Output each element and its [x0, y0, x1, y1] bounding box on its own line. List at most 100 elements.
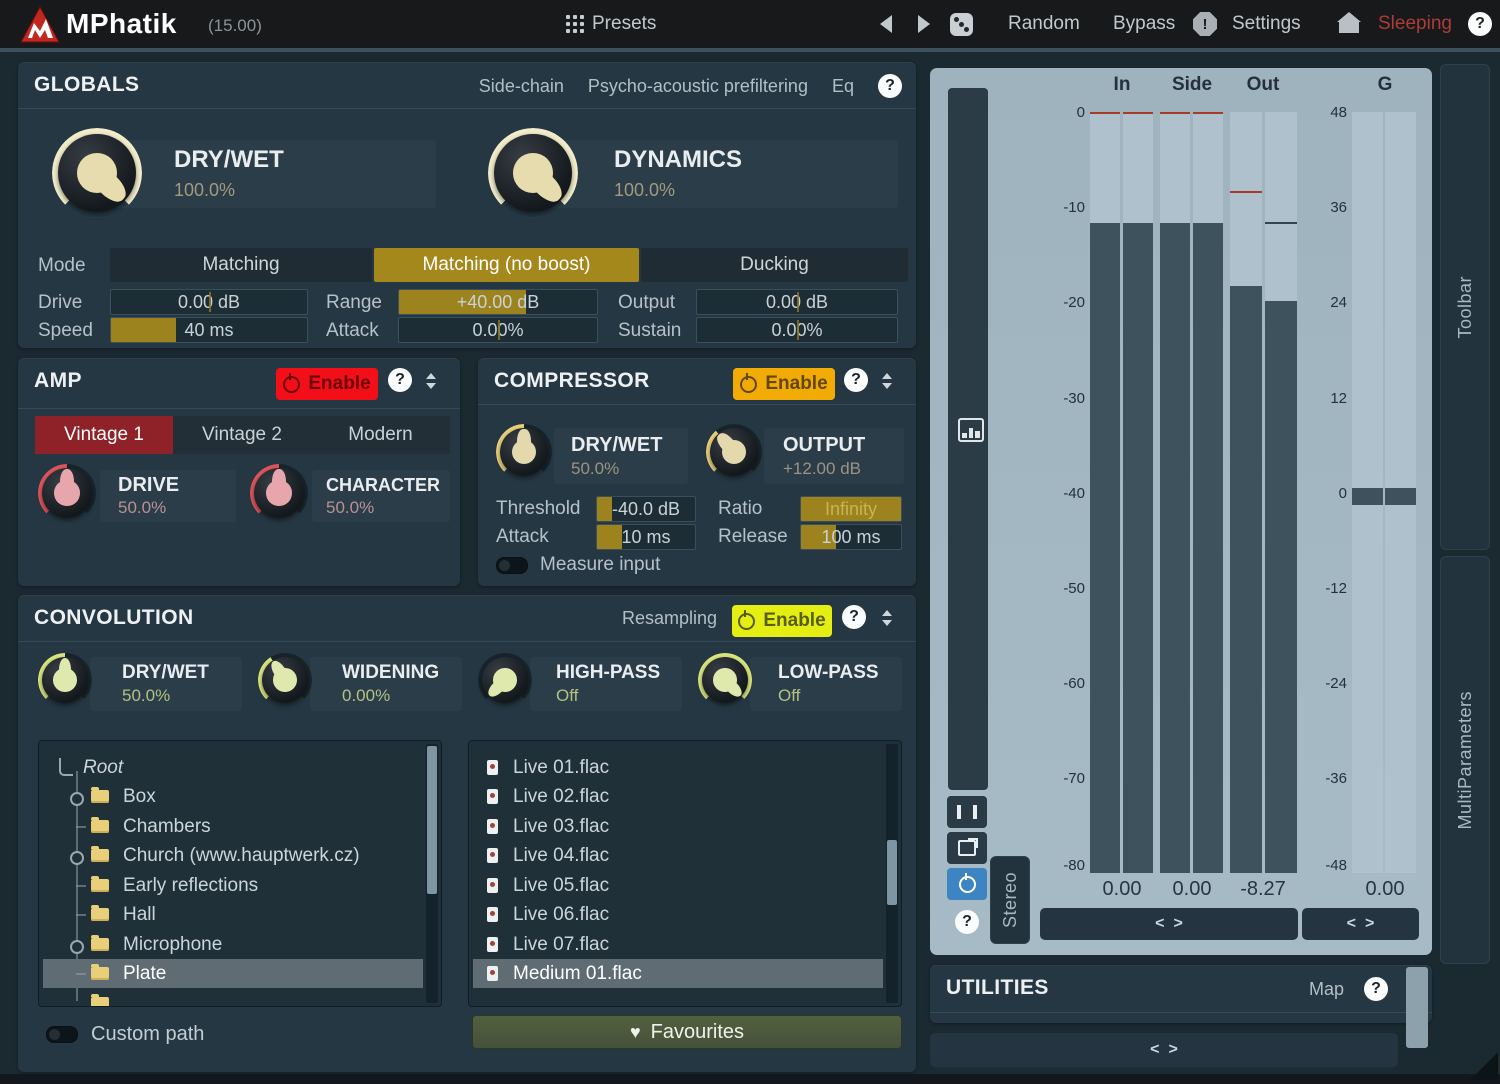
- map-link[interactable]: Map: [1308, 978, 1344, 999]
- toolbar-label: Toolbar: [1454, 275, 1475, 339]
- convolution-collapse-control[interactable]: [882, 610, 892, 626]
- meter-h-scrollbar[interactable]: < >: [1040, 908, 1298, 940]
- tree-scrollbar[interactable]: [426, 744, 438, 1003]
- eq-link[interactable]: Eq: [831, 75, 854, 96]
- comp-drywet-label: DRY/WET: [571, 434, 663, 456]
- file-item[interactable]: Live 01.flac: [473, 753, 883, 782]
- comp-drywet-value: 50.0%: [571, 459, 620, 478]
- tree-item[interactable]: Microphone: [43, 930, 423, 959]
- tab-modern[interactable]: Modern: [311, 416, 450, 454]
- popout-button[interactable]: [947, 832, 987, 864]
- comp-output-knob[interactable]: [706, 424, 762, 480]
- meter-range-slider[interactable]: [948, 88, 988, 790]
- amp-collapse-control[interactable]: [426, 373, 436, 389]
- next-preset-icon[interactable]: [918, 15, 930, 33]
- resampling-link[interactable]: Resampling: [622, 608, 718, 628]
- tree-item-partial[interactable]: [43, 989, 423, 1006]
- home-icon[interactable]: [1337, 12, 1361, 33]
- tree-item[interactable]: Chambers: [43, 812, 423, 841]
- dynamics-knob[interactable]: [488, 128, 578, 218]
- convolution-enable-button[interactable]: Enable: [732, 605, 832, 637]
- file-list-scrollbar[interactable]: [886, 744, 898, 1003]
- toolbar-tab[interactable]: Toolbar: [1440, 64, 1490, 550]
- convolution-help-icon[interactable]: ?: [842, 605, 866, 629]
- custom-path-toggle[interactable]: [46, 1026, 78, 1043]
- widening-knob[interactable]: [258, 653, 312, 707]
- attack-label: Attack: [326, 320, 379, 341]
- amp-enable-button[interactable]: Enable: [276, 368, 378, 400]
- expand-node-icon[interactable]: [70, 940, 84, 954]
- utilities-help-icon[interactable]: ?: [1364, 977, 1388, 1001]
- amp-help-icon[interactable]: ?: [388, 368, 412, 392]
- tab-vintage-2[interactable]: Vintage 2: [173, 416, 311, 454]
- compressor-enable-button[interactable]: Enable: [733, 368, 835, 400]
- pause-button[interactable]: [947, 796, 987, 828]
- alert-icon[interactable]: !: [1193, 12, 1217, 36]
- release-field[interactable]: 100 ms: [800, 524, 902, 550]
- compressor-collapse-control[interactable]: [882, 373, 892, 389]
- favourites-button[interactable]: ♥ Favourites: [472, 1015, 902, 1049]
- expand-node-icon[interactable]: [70, 851, 84, 865]
- expand-node-icon[interactable]: [70, 792, 84, 806]
- meter-help-button[interactable]: ?: [947, 906, 987, 938]
- ratio-field[interactable]: Infinity: [800, 496, 902, 522]
- ir-file-list[interactable]: Live 01.flac Live 02.flac Live 03.flac L…: [468, 740, 902, 1007]
- bypass-button[interactable]: Bypass: [1113, 13, 1176, 34]
- file-item[interactable]: Live 05.flac: [473, 871, 883, 900]
- attack-field[interactable]: 0.00%: [398, 317, 598, 343]
- resize-grip[interactable]: [1470, 1052, 1498, 1080]
- file-item[interactable]: Live 07.flac: [473, 930, 883, 959]
- psycho-acoustic-link[interactable]: Psycho-acoustic prefiltering: [587, 75, 808, 96]
- folder-icon: [91, 876, 109, 892]
- speed-field[interactable]: 40 ms: [110, 317, 308, 343]
- conv-drywet-knob[interactable]: [38, 653, 92, 707]
- ir-folder-tree[interactable]: Root Box Chambers Church (www.hauptwerk.…: [38, 740, 442, 1007]
- comp-attack-field[interactable]: 10 ms: [596, 524, 696, 550]
- tree-item[interactable]: Church (www.hauptwerk.cz): [43, 841, 423, 870]
- amp-drive-knob[interactable]: [38, 464, 96, 522]
- file-item[interactable]: Live 02.flac: [473, 782, 883, 811]
- utilities-h-scrollbar[interactable]: < >: [930, 1033, 1398, 1067]
- sleeping-status[interactable]: Sleeping: [1378, 13, 1452, 34]
- sustain-field[interactable]: 0.00%: [696, 317, 898, 343]
- side-chain-link[interactable]: Side-chain: [478, 75, 564, 96]
- output-field[interactable]: 0.00 dB: [696, 289, 898, 315]
- range-field[interactable]: +40.00 dB: [398, 289, 598, 315]
- dice-icon[interactable]: [950, 13, 973, 36]
- file-item[interactable]: Live 06.flac: [473, 900, 883, 929]
- tree-item[interactable]: Box: [43, 782, 423, 811]
- tree-item-selected[interactable]: Plate: [43, 959, 423, 988]
- tree-root-row[interactable]: Root: [43, 753, 423, 782]
- settings-button[interactable]: Settings: [1232, 13, 1301, 34]
- stereo-tab[interactable]: Stereo: [990, 856, 1030, 944]
- scale-label: -80: [1063, 857, 1085, 874]
- utilities-v-scrollbar[interactable]: [1406, 967, 1428, 1048]
- presets-button[interactable]: Presets: [592, 13, 657, 34]
- gain-h-scrollbar[interactable]: < >: [1302, 908, 1419, 940]
- amp-character-value: 50.0%: [326, 498, 375, 517]
- low-pass-knob[interactable]: [698, 653, 752, 707]
- random-button[interactable]: Random: [1008, 13, 1080, 34]
- measure-input-toggle[interactable]: [496, 556, 528, 574]
- dry-wet-knob[interactable]: [52, 128, 142, 218]
- file-item-selected[interactable]: Medium 01.flac: [473, 959, 883, 988]
- drive-field[interactable]: 0.00 dB: [110, 289, 308, 315]
- tree-item[interactable]: Early reflections: [43, 871, 423, 900]
- file-item[interactable]: Live 03.flac: [473, 812, 883, 841]
- multiparameters-tab[interactable]: MultiParameters: [1440, 556, 1490, 964]
- tab-vintage-1[interactable]: Vintage 1: [35, 416, 173, 454]
- compressor-help-icon[interactable]: ?: [844, 368, 868, 392]
- comp-drywet-knob[interactable]: [496, 424, 552, 480]
- meter-power-button[interactable]: [947, 868, 987, 900]
- mode-matching[interactable]: Matching: [110, 248, 372, 282]
- previous-preset-icon[interactable]: [880, 15, 892, 33]
- mode-ducking[interactable]: Ducking: [641, 248, 908, 282]
- globals-help-icon[interactable]: ?: [878, 74, 902, 98]
- high-pass-knob[interactable]: [478, 653, 532, 707]
- mode-matching-no-boost[interactable]: Matching (no boost): [374, 248, 639, 282]
- amp-character-knob[interactable]: [250, 464, 308, 522]
- file-item[interactable]: Live 04.flac: [473, 841, 883, 870]
- threshold-field[interactable]: -40.0 dB: [596, 496, 696, 522]
- help-icon[interactable]: ?: [1468, 12, 1492, 36]
- tree-item[interactable]: Hall: [43, 900, 423, 929]
